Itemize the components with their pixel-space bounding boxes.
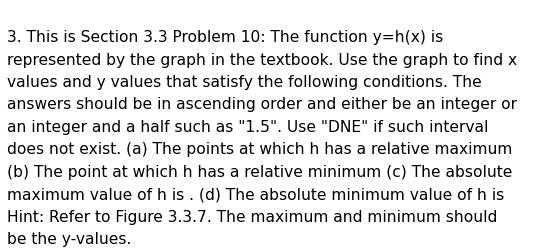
Text: 3. This is Section 3.3 Problem 10: The function y=h(x) is
represented by the gra: 3. This is Section 3.3 Problem 10: The f… — [7, 30, 517, 246]
